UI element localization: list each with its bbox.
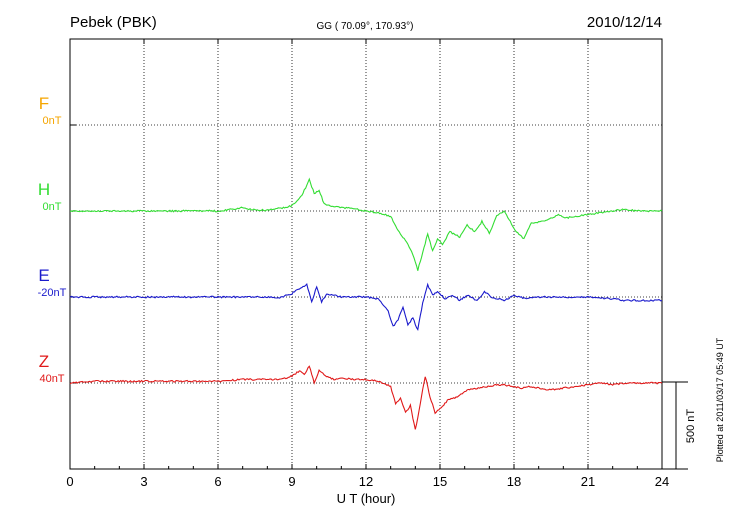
plot-frame (69, 38, 663, 470)
series-line-E (69, 282, 663, 331)
x-tick-label-24: 24 (655, 474, 669, 489)
plotted-timestamp: Plotted at 2011/03/17 05:49 UT (715, 337, 725, 462)
series-line-H (69, 177, 663, 271)
component-label-E: E (38, 266, 49, 285)
x-tick-label-6: 6 (214, 474, 221, 489)
x-tick-label-0: 0 (66, 474, 73, 489)
component-labels: F 0nT H 0nT E -20nT Z 40nT (38, 94, 67, 385)
x-axis-ticks: 0 3 6 9 12 15 18 21 24 (66, 39, 669, 489)
scale-bar-label: 500 nT (685, 409, 697, 444)
station-coords: GG ( 70.09°, 170.93°) (317, 21, 414, 32)
component-label-F: F (39, 94, 49, 113)
x-tick-label-12: 12 (359, 474, 373, 489)
series-layer (69, 177, 663, 430)
station-title: Pebek (PBK) (70, 14, 157, 31)
x-tick-label-21: 21 (581, 474, 595, 489)
baseline-label-Z: 40nT (39, 373, 64, 385)
component-label-H: H (38, 180, 50, 199)
x-tick-label-3: 3 (140, 474, 147, 489)
scale-bar: 500 nT (662, 381, 697, 470)
x-axis-label: U T (hour) (337, 491, 396, 506)
x-tick-label-15: 15 (433, 474, 447, 489)
baseline-label-H: 0nT (43, 201, 62, 213)
baseline-label-E: -20nT (38, 287, 67, 299)
x-tick-label-18: 18 (507, 474, 521, 489)
baseline-label-F: 0nT (43, 115, 62, 127)
plot-date: 2010/12/14 (587, 14, 662, 31)
x-tick-label-9: 9 (288, 474, 295, 489)
component-label-Z: Z (39, 352, 49, 371)
grid-lines (70, 39, 662, 469)
series-line-Z (69, 365, 663, 430)
